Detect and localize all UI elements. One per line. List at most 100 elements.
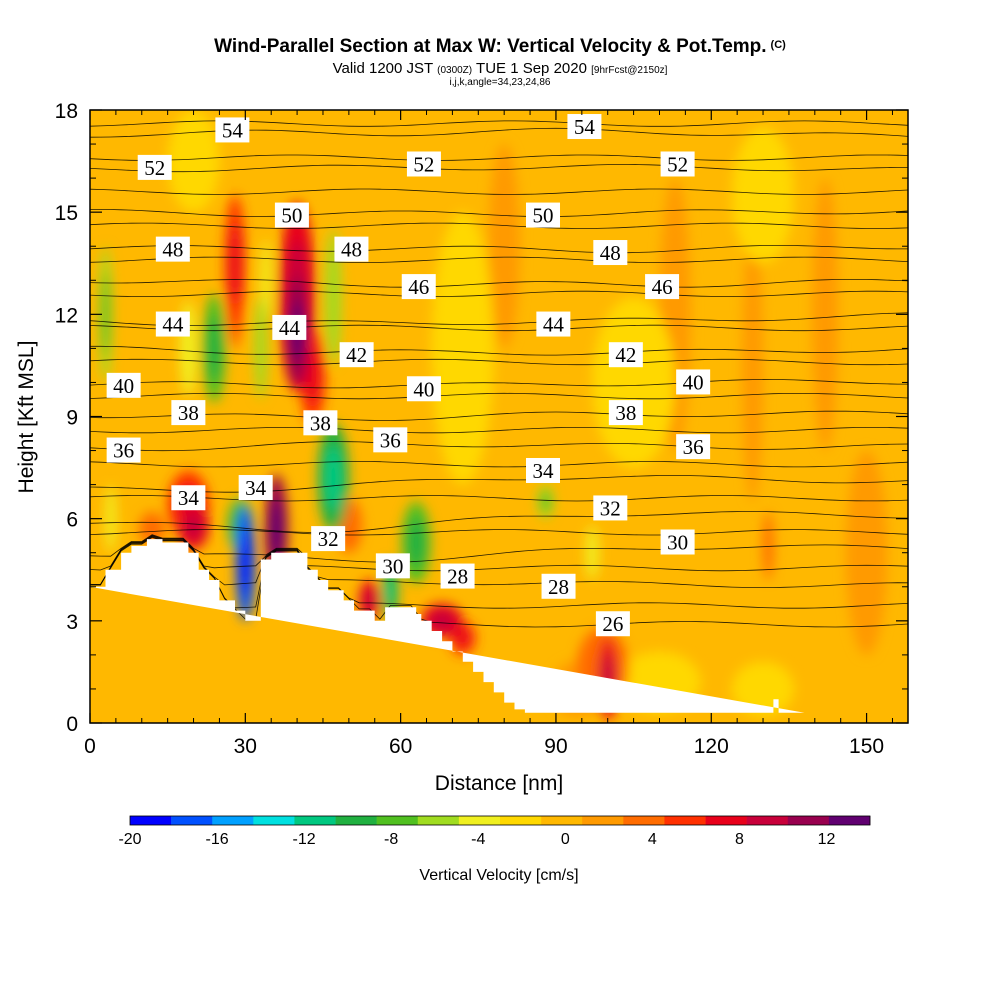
- isentrope-label-box: [171, 400, 206, 426]
- isentrope-label-text: 34: [245, 476, 267, 500]
- velocity-cell: [488, 144, 520, 349]
- isentrope-label-32: 32: [593, 495, 628, 521]
- x-tick-label: 30: [234, 735, 257, 758]
- isentrope-label-46: 46: [401, 274, 436, 300]
- velocity-cell: [431, 212, 494, 485]
- grid-indices: i,j,k,angle=34,23,24,86: [449, 77, 551, 88]
- isentrope-label-text: 50: [533, 204, 554, 228]
- isentrope-label-box: [106, 372, 141, 398]
- isentrope-label-text: 40: [113, 374, 134, 398]
- isentrope-52: [90, 164, 908, 173]
- colorbar-swatch: [212, 816, 254, 825]
- isentrope-label-text: 34: [533, 459, 555, 483]
- isentrope-label-40: 40: [406, 376, 441, 402]
- forecast-tag: [9hrFcst@2150z]: [591, 65, 668, 76]
- isentrope-label-text: 52: [413, 152, 434, 176]
- isentrope-42: [90, 345, 908, 356]
- isentrope-label-text: 38: [615, 401, 636, 425]
- velocity-cell: [585, 525, 599, 580]
- isentrope-label-text: 36: [113, 439, 134, 463]
- isentrope-label-text: 40: [683, 370, 704, 394]
- isentrope-label-38: 38: [171, 400, 206, 426]
- isentrope-label-30: 30: [375, 553, 410, 579]
- isentrope-label-box: [526, 457, 561, 483]
- isentrope-35: [90, 461, 908, 468]
- isentrope-37: [90, 426, 908, 434]
- terrain: [90, 539, 805, 713]
- isentrope-label-text: 36: [683, 435, 704, 459]
- colorbar-swatch: [171, 816, 213, 825]
- isentrope-label-text: 28: [548, 575, 569, 599]
- isentrope-50: [90, 208, 908, 218]
- isentrope-label-box: [155, 236, 190, 262]
- isentrope-label-54: 54: [567, 114, 602, 140]
- isentrope-label-40: 40: [106, 372, 141, 398]
- isentrope-label-box: [406, 151, 441, 177]
- velocity-core: [454, 627, 471, 649]
- isentrope-label-52: 52: [137, 154, 172, 180]
- colorbar-swatch: [746, 816, 789, 825]
- colorbar-tick-label: -4: [471, 831, 485, 848]
- isentrope-label-28: 28: [440, 563, 475, 589]
- isentrope-label-box: [645, 274, 680, 300]
- colorbar: -20 -16 -12 -8 -4 0 4 8 12: [118, 815, 871, 848]
- isentrope-label-box: [660, 529, 695, 555]
- isentrope-30: [90, 534, 908, 563]
- colorbar-swatch: [541, 816, 583, 825]
- isentrope-label-52: 52: [660, 151, 695, 177]
- isentrope-44: [90, 312, 908, 327]
- isentrope-label-text: 28: [447, 565, 468, 589]
- isentrope-label-text: 26: [602, 612, 623, 636]
- valid-prefix: Valid 1200 JST: [332, 60, 433, 77]
- velocity-core: [240, 531, 251, 595]
- isentrope-label-text: 54: [222, 118, 244, 142]
- colorbar-frame: [129, 815, 871, 826]
- isentrope-label-text: 48: [600, 241, 621, 265]
- velocity-core: [270, 498, 283, 559]
- colorbar-swatch: [458, 816, 501, 825]
- colorbar-swatch: [130, 816, 172, 825]
- valid-utc: (0300Z): [437, 65, 473, 76]
- colorbar-swatch: [294, 816, 336, 825]
- isentrope-label-box: [303, 410, 338, 436]
- isentrope-label-text: 52: [667, 152, 688, 176]
- isentrope-label-40: 40: [676, 369, 711, 395]
- velocity-core: [429, 610, 455, 632]
- isentrope-label-36: 36: [106, 437, 141, 463]
- colorbar-swatch: [705, 816, 747, 825]
- velocity-core: [386, 573, 395, 608]
- isentrope-label-26: 26: [595, 611, 630, 637]
- isentrope-label-32: 32: [311, 526, 346, 552]
- isentrope-label-box: [608, 400, 643, 426]
- velocity-cell: [167, 110, 220, 213]
- colorbar-title: Vertical Velocity [cm/s]: [419, 867, 578, 884]
- colorbar-swatch: [500, 816, 542, 825]
- velocity-core: [184, 511, 203, 540]
- colorbar-swatch: [623, 816, 665, 825]
- y-axis-title: Height [Kft MSL]: [15, 341, 38, 494]
- isentrope-32: [90, 510, 908, 533]
- isentrope-label-box: [401, 274, 436, 300]
- isentrope-label-48: 48: [155, 236, 190, 262]
- isentrope-label-text: 36: [380, 428, 401, 452]
- isentrope-43: [90, 324, 908, 332]
- isentrope-label-text: 44: [162, 313, 184, 337]
- velocity-cell: [105, 484, 116, 553]
- velocity-cell: [763, 511, 774, 580]
- isentrope-label-box: [274, 202, 309, 228]
- colorbar-tick-label: 0: [561, 831, 570, 848]
- isentrope-label-50: 50: [526, 202, 561, 228]
- isentrope-36: [90, 441, 908, 452]
- x-tick-label: 60: [389, 735, 412, 758]
- colorbar-tick-label: -16: [205, 831, 228, 848]
- isentrope-label-box: [171, 485, 206, 511]
- isentrope-label-box: [608, 342, 643, 368]
- y-tick-label: 9: [66, 407, 78, 430]
- colorbar-swatch: [335, 816, 377, 825]
- velocity-cell: [592, 297, 676, 468]
- x-tick-label: 90: [544, 735, 567, 758]
- isentrope-label-box: [272, 314, 307, 340]
- isentrope-31: [90, 529, 908, 536]
